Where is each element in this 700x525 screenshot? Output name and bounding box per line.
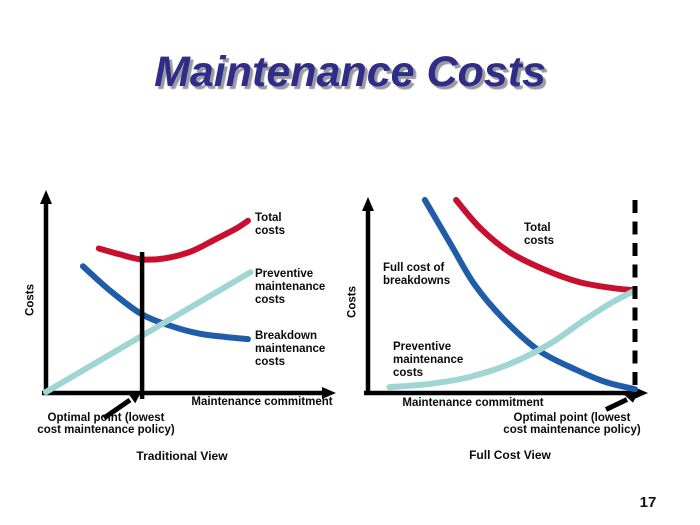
preventive-costs-label: Preventive maintenance costs [393,341,464,379]
x-axis-label: Maintenance commitment [191,396,333,408]
y-axis-label: Costs [24,284,37,316]
optimal-arrow [604,397,629,412]
chart-caption-traditional: Traditional View [136,449,228,463]
optimal-arrow-head-icon [128,392,141,404]
slide-title: Maintenance Costs [154,48,546,96]
x-axis-arrow-icon [322,387,336,399]
traditional-view-overlay [102,252,145,421]
breakdown-costs-label: Breakdown maintenance costs [255,330,326,368]
optimal-arrow [102,397,132,421]
page-number: 17 [639,494,657,511]
full-cost-view-overlay [604,200,638,412]
y-axis-arrow-icon [362,197,374,211]
chart-caption-full-cost: Full Cost View [469,448,551,462]
traditional-view-axes [40,190,336,399]
optimal-point-annotation: Optimal point (lowest cost maintenance p… [503,412,641,436]
curve-full-cost-of-breakdowns [421,197,638,393]
optimal-point-annotation: Optimal point (lowest cost maintenance p… [37,412,175,436]
curve-total-costs [453,197,636,294]
optimal-arrow-head-icon [623,393,638,403]
total-costs-label: Total costs [524,222,555,247]
curve-preventive-maintenance-costs [386,288,637,391]
traditional-view-curves [43,217,254,396]
y-axis-arrow-icon [40,190,52,204]
full-cost-breakdowns-label: Full cost of breakdowns [383,262,451,287]
preventive-costs-label: Preventive maintenance costs [255,268,326,306]
x-axis-label: Maintenance commitment [402,397,544,409]
curve-total-costs [95,217,251,263]
curve-breakdown-maintenance-costs [79,263,251,343]
total-costs-label: Total costs [255,212,286,237]
y-axis-label: Costs [346,286,359,318]
curve-preventive-maintenance-costs [43,269,254,396]
full-cost-view-curves [386,197,638,393]
